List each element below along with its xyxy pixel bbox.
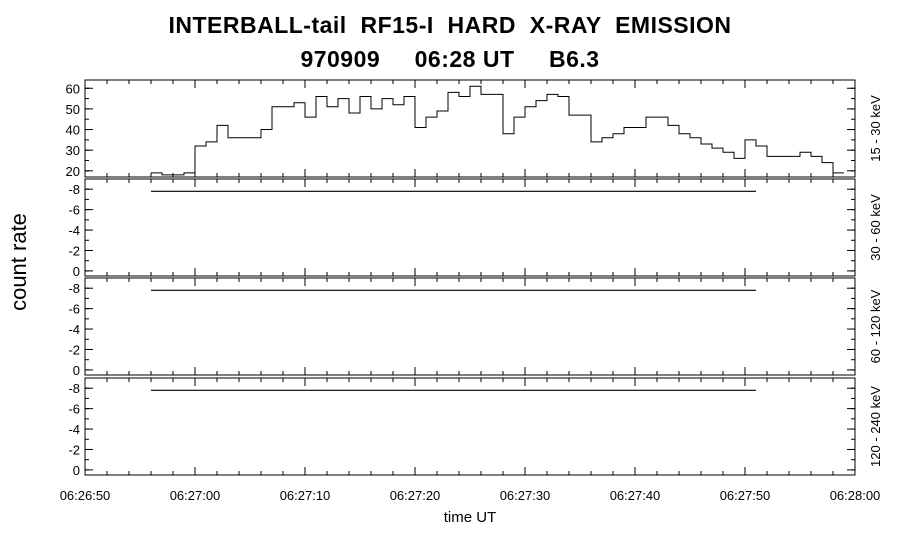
panel-energy-label: 60 - 120 keV xyxy=(868,289,883,363)
panel-frame xyxy=(84,277,856,376)
panel-1: 20 30 40 50 60 15 - 30 keV xyxy=(66,79,883,179)
y-tick-label: -2 xyxy=(68,342,80,357)
y-tick-label: -6 xyxy=(68,302,80,317)
y-tick-label: -2 xyxy=(68,243,80,258)
y-tick-label: 30 xyxy=(66,143,80,158)
x-tick-label: 06:27:20 xyxy=(390,488,441,503)
panel-frame xyxy=(84,377,856,476)
x-tick-label: 06:27:10 xyxy=(280,488,331,503)
y-tick-label: -4 xyxy=(68,322,80,337)
y-tick-label: 0 xyxy=(73,264,80,279)
y-tick-label: 60 xyxy=(66,81,80,96)
panel-energy-label: 30 - 60 keV xyxy=(868,194,883,261)
x-tick-label: 06:28:00 xyxy=(830,488,881,503)
x-axis: 06:26:50 06:27:00 06:27:10 06:27:20 06:27:30… xyxy=(60,488,881,503)
chart-title: INTERBALL-tail RF15-I HARD X-RAY EMISSIO… xyxy=(168,12,732,38)
panel-4: -8 -6 -4 -2 0 120 - 240 keV xyxy=(68,377,883,478)
y-tick-label: -8 xyxy=(68,281,80,296)
y-tick-label: 0 xyxy=(73,463,80,478)
panel-2: -8 -6 -4 -2 0 30 - 60 keV xyxy=(68,178,883,279)
y-tick-label: -2 xyxy=(68,442,80,457)
x-tick-label: 06:27:30 xyxy=(500,488,551,503)
panel-energy-label: 15 - 30 keV xyxy=(868,95,883,162)
panel-frame xyxy=(84,79,856,178)
y-tick-label: -6 xyxy=(68,402,80,417)
x-tick-label: 06:26:50 xyxy=(60,488,111,503)
x-axis-label: time UT xyxy=(444,509,497,526)
x-tick-label: 06:27:40 xyxy=(610,488,661,503)
y-tick-label: -4 xyxy=(68,422,80,437)
y-tick-label: -6 xyxy=(68,203,80,218)
chart-subtitle: 970909 06:28 UT B6.3 xyxy=(300,46,600,72)
y-tick-label: -4 xyxy=(68,223,80,238)
x-tick-label: 06:27:00 xyxy=(170,488,221,503)
x-tick-label: 06:27:50 xyxy=(720,488,771,503)
series-step-line xyxy=(151,85,844,176)
y-tick-label: 40 xyxy=(66,123,80,138)
panel-energy-label: 120 - 240 keV xyxy=(868,386,883,467)
y-tick-label: -8 xyxy=(68,182,80,197)
y-tick-label: 50 xyxy=(66,102,80,117)
y-tick-label: -8 xyxy=(68,381,80,396)
y-axis-label: count rate xyxy=(6,213,31,311)
y-tick-label: 0 xyxy=(73,363,80,378)
y-tick-label: 20 xyxy=(66,164,80,179)
panel-3: -8 -6 -4 -2 0 60 - 120 keV xyxy=(68,277,883,378)
panels: 20 30 40 50 60 15 - 30 keV -8 -6 -4 -2 0 30 - 60 ke… xyxy=(66,79,883,478)
panel-frame xyxy=(84,178,856,277)
